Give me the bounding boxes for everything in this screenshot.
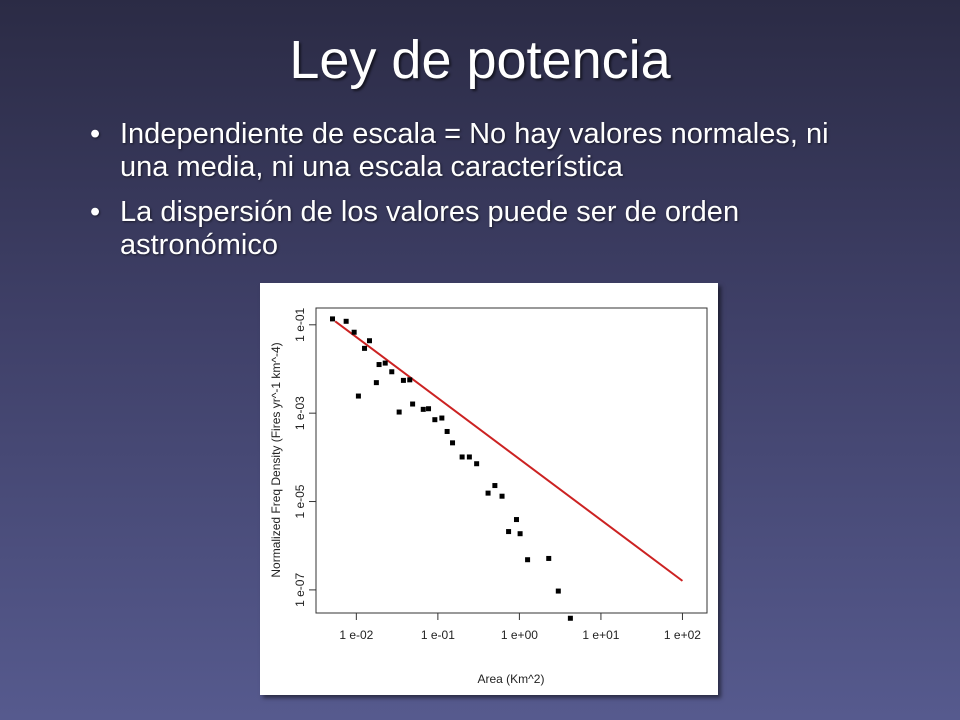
bullet-text: Independiente de escala = No hay valores… <box>120 118 829 183</box>
x-tick-label: 1 e+01 <box>582 628 619 642</box>
data-point <box>450 440 456 446</box>
y-tick-label: 1 e-07 <box>293 573 307 607</box>
bullet-item: • La dispersión de los valores puede ser… <box>90 196 880 262</box>
data-point <box>555 588 561 594</box>
fit-line <box>334 320 684 582</box>
data-point <box>432 417 438 423</box>
data-point <box>330 316 336 322</box>
data-point <box>410 401 416 407</box>
plot-frame <box>315 307 708 614</box>
data-point <box>525 557 531 563</box>
x-tick-label: 1 e-01 <box>421 628 455 642</box>
data-point <box>485 490 491 496</box>
power-law-figure: 1 e-02 1 e-01 1 e+00 1 e+01 1 e+02 1 e-07 1 e… <box>260 283 718 695</box>
x-tick-label: 1 e+02 <box>664 628 701 642</box>
data-point <box>492 483 498 489</box>
data-point <box>459 454 465 460</box>
slide-title: Ley de potencia <box>289 30 671 90</box>
data-point <box>466 454 472 460</box>
data-point <box>373 380 379 386</box>
bullet-list: • Independiente de escala = No hay valor… <box>90 118 880 274</box>
data-point <box>396 409 402 415</box>
y-tick-label: 1 e-05 <box>293 484 307 518</box>
bullet-item: • Independiente de escala = No hay valor… <box>90 118 880 184</box>
data-point <box>420 406 426 412</box>
y-tick-label: 1 e-03 <box>293 396 307 430</box>
data-point <box>407 377 413 383</box>
data-point <box>439 415 445 421</box>
x-tick-label: 1 e+00 <box>501 628 538 642</box>
data-point <box>400 377 406 383</box>
data-point <box>351 329 357 335</box>
data-point <box>506 529 512 535</box>
data-point <box>362 345 368 351</box>
y-tick-label: 1 e-01 <box>293 307 307 341</box>
x-axis: 1 e-02 1 e-01 1 e+00 1 e+01 1 e+02 <box>339 613 701 642</box>
data-point <box>389 369 395 375</box>
y-axis-label: Normalized Freq Density (Fires yr^-1 km^… <box>269 342 283 577</box>
x-tick-label: 1 e-02 <box>339 628 373 642</box>
data-point <box>499 493 505 499</box>
bullet-dot: • <box>90 118 101 150</box>
scatter-plot: 1 e-02 1 e-01 1 e+00 1 e+01 1 e+02 1 e-071 e… <box>269 307 708 686</box>
bullet-dot: • <box>90 196 101 228</box>
data-point <box>355 393 361 399</box>
data-point <box>376 362 382 368</box>
data-point <box>567 615 573 621</box>
data-point <box>517 531 523 537</box>
data-point <box>343 318 349 324</box>
bullet-text: La dispersión de los valores puede ser d… <box>120 196 740 261</box>
data-point <box>367 338 373 344</box>
data-point <box>444 428 450 434</box>
data-point <box>474 461 480 467</box>
x-axis-label: Area (Km^2) <box>478 672 545 686</box>
data-point <box>426 406 432 412</box>
data-point <box>546 555 552 561</box>
y-axis: 1 e-07 1 e-05 1 e-03 1 e-01 <box>293 307 316 607</box>
data-point <box>513 517 519 523</box>
data-point <box>382 360 388 366</box>
data-points <box>330 316 573 621</box>
